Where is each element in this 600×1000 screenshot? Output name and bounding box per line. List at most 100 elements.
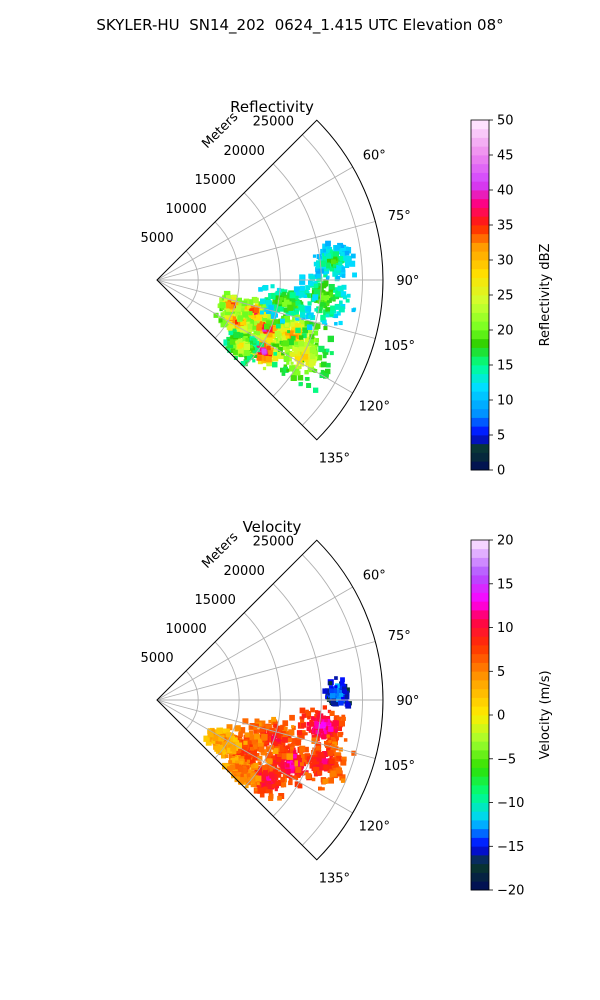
echo-pixel (268, 353, 272, 358)
echo-pixel (334, 322, 338, 326)
echo-pixel (313, 387, 319, 393)
echo-pixel (332, 750, 336, 754)
echo-pixel (243, 734, 250, 741)
echo-pixel (224, 312, 230, 319)
echo-pixel (217, 745, 223, 751)
echo-pixel (266, 299, 272, 305)
echo-pixel (283, 364, 288, 368)
echo-pixel (231, 773, 237, 779)
echo-pixel (294, 341, 299, 345)
colorbar-segment (471, 557, 489, 567)
echo-pixel (225, 744, 233, 751)
echo-pixel (314, 714, 318, 718)
echo-pixel (331, 765, 338, 773)
echo-pixel (229, 735, 236, 742)
echo-pixel (285, 348, 289, 353)
echo-pixel (275, 343, 280, 348)
echo-pixel (266, 730, 273, 737)
echo-pixel (295, 766, 302, 773)
echo-pixel (339, 300, 343, 305)
echo-pixel (229, 316, 236, 323)
echo-pixel (338, 320, 343, 326)
echo-pixel (250, 308, 254, 312)
echo-pixel (296, 754, 302, 760)
azimuth-line (156, 641, 376, 701)
figure-title: SKYLER-HU SN14_202 0624_1.415 UTC Elevat… (96, 16, 504, 34)
echo-pixel (253, 307, 259, 313)
colorbar-segment (471, 277, 489, 287)
echo-pixel (321, 294, 325, 299)
echo-pixel (247, 740, 252, 745)
echo-pixel (334, 245, 340, 251)
colorbar-tick-label: 10 (497, 621, 514, 636)
echo-pixel (288, 330, 294, 336)
echo-pixel (277, 767, 281, 772)
echo-pixel (268, 793, 274, 799)
echo-pixel (315, 262, 322, 269)
echo-pixel (220, 312, 224, 316)
echo-pixel (285, 331, 290, 336)
echo-pixel (332, 761, 339, 768)
echo-pixel (234, 305, 242, 312)
echo-pixel (316, 273, 321, 279)
echo-pixel (274, 331, 281, 337)
colorbar-segment (471, 645, 489, 655)
echo-pixel (286, 342, 293, 349)
echo-pixel (254, 787, 259, 792)
echo-pixel (309, 312, 314, 318)
colorbar-tick-label: −10 (497, 796, 524, 811)
echo-pixel (261, 348, 267, 354)
colorbar-segment (471, 373, 489, 383)
range-tick-label: 25000 (253, 535, 294, 550)
echo-pixel (291, 738, 298, 745)
echo-pixel (227, 766, 233, 772)
echo-pixel (309, 315, 313, 319)
echo-pixel (328, 284, 335, 291)
echo-pixel (283, 289, 288, 293)
echo-pixel (269, 752, 274, 757)
echo-pixel (295, 317, 300, 321)
echo-pixel (272, 361, 278, 368)
echo-pixel (312, 726, 317, 730)
colorbar-segment (471, 417, 489, 427)
echo-pixel (281, 372, 286, 376)
echo-pixel (265, 746, 272, 752)
echo-pixel (324, 291, 330, 297)
echo-pixel (230, 762, 234, 766)
echo-pixel (272, 328, 276, 332)
echo-pixel (205, 739, 212, 746)
echo-pixel (242, 311, 249, 318)
echo-pixel (268, 350, 273, 355)
echo-pixel (322, 778, 328, 784)
echo-pixel (300, 309, 305, 315)
echo-pixel (282, 325, 289, 332)
colorbar-segment (471, 408, 489, 418)
echo-pixel (307, 342, 311, 347)
echo-pixel (318, 758, 324, 765)
echo-pixel (270, 313, 277, 319)
echo-pixel (298, 291, 304, 298)
azimuth-line (156, 221, 376, 281)
echo-pixel (350, 253, 356, 259)
echo-pixel (232, 328, 237, 333)
echo-pixel (331, 730, 336, 734)
colorbar-segment (471, 881, 489, 891)
echo-pixel (264, 323, 270, 330)
echo-pixel (235, 320, 240, 325)
echo-pixel (299, 716, 303, 720)
colorbar-segment (471, 452, 489, 462)
angle-tick-label: 90° (396, 694, 419, 709)
echo-pixel (266, 776, 270, 780)
echo-pixel (330, 305, 336, 311)
echo-pixel (243, 740, 248, 745)
echo-pixel (313, 758, 320, 765)
echo-field (213, 240, 357, 393)
echo-pixel (260, 337, 266, 343)
echo-pixel (351, 750, 357, 756)
echo-pixel (341, 274, 346, 278)
echo-pixel (228, 330, 233, 336)
echo-pixel (257, 738, 263, 743)
echo-pixel (329, 693, 336, 699)
echo-pixel (323, 248, 327, 253)
echo-pixel (322, 319, 327, 325)
